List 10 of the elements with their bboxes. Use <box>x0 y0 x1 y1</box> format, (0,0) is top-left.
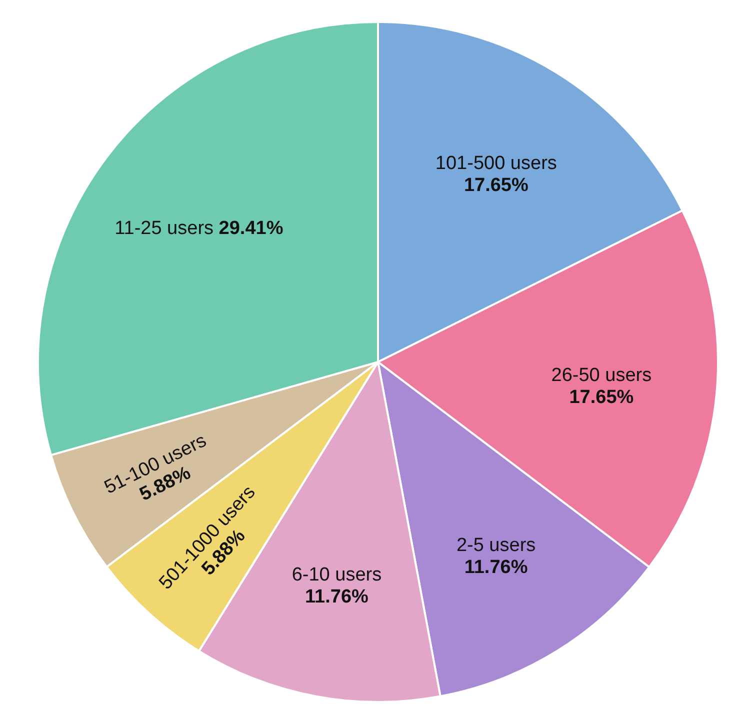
data-label: 29.41% <box>214 218 284 239</box>
slice-label: 6-10 users <box>292 564 382 586</box>
data-label: 17.65% <box>569 386 634 408</box>
slice-label: 11-25 users <box>114 218 214 239</box>
slice-label: 26-50 users <box>551 364 652 386</box>
data-label: 11.76% <box>464 556 528 578</box>
data-label: 11.76% <box>305 586 369 608</box>
slice-label: 2-5 users <box>456 534 536 556</box>
slice-label: 101-500 users <box>435 153 557 174</box>
data-label: 17.65% <box>464 175 528 196</box>
